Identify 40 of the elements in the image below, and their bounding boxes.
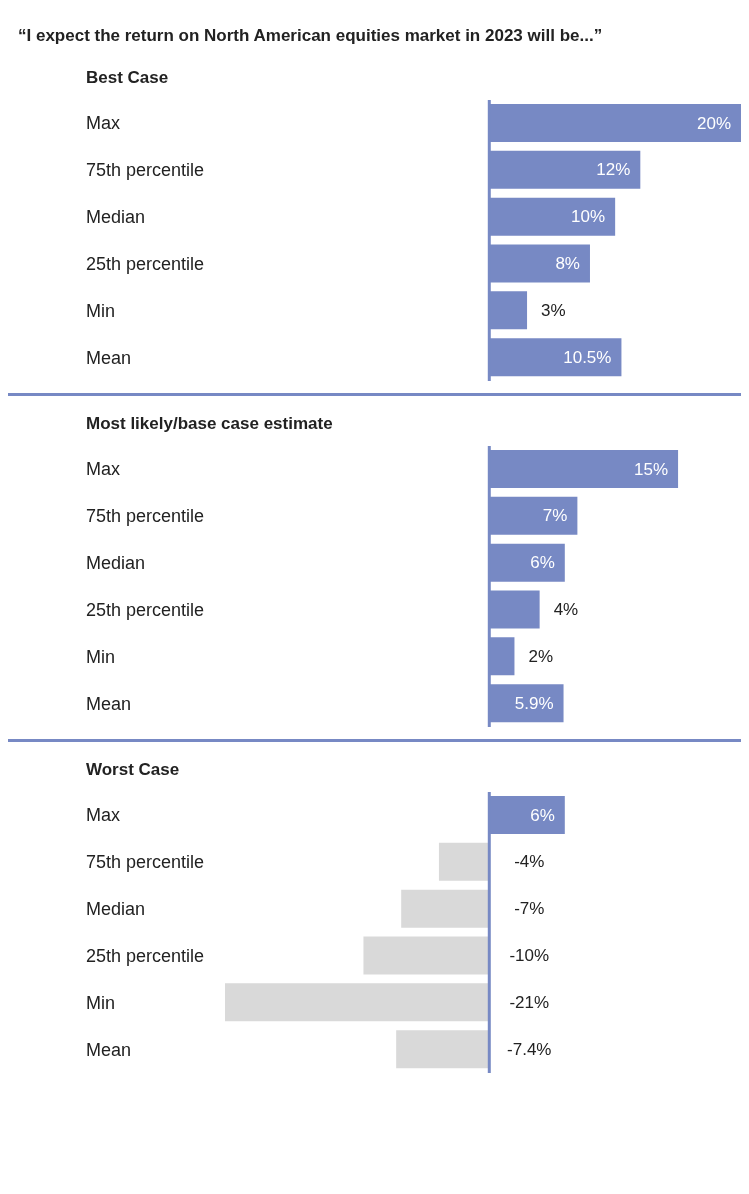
y-tick-label: 25th percentile <box>86 945 205 966</box>
y-tick-label: Max <box>86 113 121 134</box>
y-tick-label: Mean <box>86 1039 132 1060</box>
text: Most likely/base case estimate <box>86 414 334 434</box>
data-label: 15% <box>634 459 669 479</box>
y-tick-label: Min <box>86 646 116 667</box>
data-label: 10.5% <box>563 347 612 367</box>
y-tick-label: Median <box>86 207 146 228</box>
data-label: 12% <box>596 160 631 180</box>
text: “I expect the return on North American equities market in 2023 will be...” <box>18 26 604 46</box>
y-tick-label: Min <box>86 992 116 1013</box>
data-label: 5.9% <box>514 693 554 713</box>
y-tick-label: Min <box>86 300 116 321</box>
y-tick-label: Median <box>86 899 146 920</box>
y-tick-label: Mean <box>86 693 132 714</box>
chart-subtitle: Worst Case <box>86 760 181 780</box>
data-label: -10% <box>509 946 550 965</box>
data-label: 6% <box>530 805 555 825</box>
data-label: -21% <box>509 992 550 1012</box>
data-label: 2% <box>528 646 554 666</box>
data-label: -7.4% <box>507 1039 552 1059</box>
data-label: 8% <box>555 254 580 273</box>
y-tick-label: Max <box>86 805 121 826</box>
y-tick-label: Mean <box>86 347 132 368</box>
y-tick-label: Max <box>86 459 121 480</box>
data-label: 6% <box>530 553 555 573</box>
y-tick-label: 75th percentile <box>86 160 205 181</box>
y-tick-label: 25th percentile <box>86 599 205 620</box>
y-tick-label: 75th percentile <box>86 852 205 873</box>
y-tick-label: 25th percentile <box>86 253 205 274</box>
data-label: 7% <box>542 506 568 526</box>
data-label: 10% <box>571 207 606 227</box>
data-label: 3% <box>541 300 566 320</box>
y-tick-label: 75th percentile <box>86 506 205 527</box>
data-label: 20% <box>696 113 731 133</box>
data-label: -4% <box>514 852 545 872</box>
data-label: 4% <box>553 600 579 619</box>
y-tick-label: Median <box>86 553 146 574</box>
data-label: -7% <box>514 899 545 919</box>
text: Best Case <box>86 68 170 88</box>
